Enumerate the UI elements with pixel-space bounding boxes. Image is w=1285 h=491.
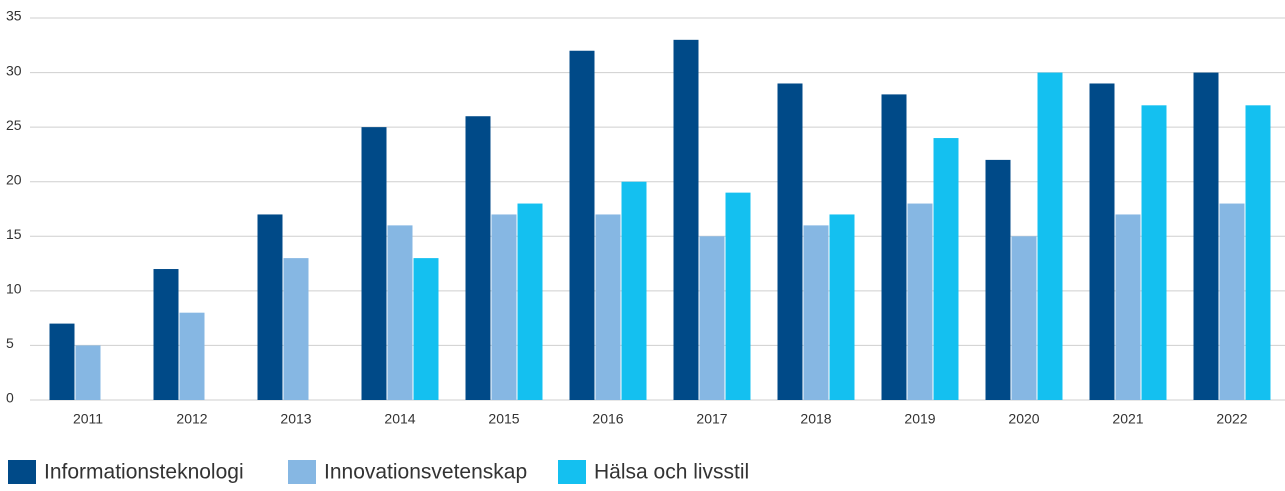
bar	[257, 214, 283, 400]
x-tick-label: 2021	[1112, 411, 1143, 427]
legend-label: Innovationsvetenskap	[324, 461, 527, 484]
bar	[179, 312, 205, 400]
bar	[1141, 105, 1167, 401]
bar	[1037, 72, 1063, 401]
x-tick-label: 2015	[488, 411, 519, 427]
x-tick-label: 2011	[73, 411, 103, 427]
bar	[933, 138, 959, 401]
bar	[569, 50, 595, 400]
bar	[621, 181, 647, 400]
bar	[1011, 236, 1037, 400]
x-tick-label: 2019	[904, 411, 935, 427]
y-tick-label: 20	[6, 171, 22, 187]
legend-swatch	[558, 460, 586, 484]
x-tick-label: 2022	[1216, 411, 1247, 427]
bar	[517, 203, 543, 400]
y-tick-label: 25	[6, 117, 22, 133]
legend-label: Hälsa och livsstil	[594, 461, 749, 484]
bar	[1115, 214, 1141, 400]
bar	[829, 214, 855, 400]
x-tick-label: 2018	[800, 411, 831, 427]
y-tick-label: 10	[6, 281, 22, 297]
y-tick-label: 15	[6, 226, 22, 242]
bar	[907, 203, 933, 400]
bar	[387, 225, 413, 400]
bar	[777, 83, 803, 400]
bar	[1245, 105, 1271, 401]
x-tick-label: 2016	[592, 411, 623, 427]
bar	[673, 39, 699, 400]
bar	[1219, 203, 1245, 400]
bar	[699, 236, 725, 400]
bar	[153, 269, 179, 400]
bar	[1089, 83, 1115, 400]
bar	[595, 214, 621, 400]
bar	[985, 159, 1011, 400]
legend-swatch	[288, 460, 316, 484]
legend: Informationsteknologi Innovationsvetenska…	[8, 460, 749, 484]
bar	[75, 345, 101, 400]
bar	[1193, 72, 1219, 401]
bar	[725, 192, 751, 400]
legend-label: Informationsteknologi	[44, 461, 244, 484]
bar	[413, 258, 439, 400]
bar	[283, 258, 309, 400]
legend-swatch	[8, 460, 36, 484]
bar	[465, 116, 491, 400]
bar	[881, 94, 907, 401]
y-tick-label: 35	[6, 8, 22, 24]
y-tick-label: 0	[6, 390, 14, 406]
bar	[803, 225, 829, 400]
x-tick-label: 2014	[384, 411, 415, 427]
bar	[361, 127, 387, 401]
x-tick-label: 2020	[1008, 411, 1039, 427]
x-tick-label: 2017	[696, 411, 727, 427]
x-tick-label: 2013	[280, 411, 311, 427]
bar	[49, 323, 75, 400]
y-tick-label: 30	[6, 62, 22, 78]
x-tick-label: 2012	[176, 411, 207, 427]
bar	[491, 214, 517, 400]
y-tick-label: 5	[6, 335, 14, 351]
